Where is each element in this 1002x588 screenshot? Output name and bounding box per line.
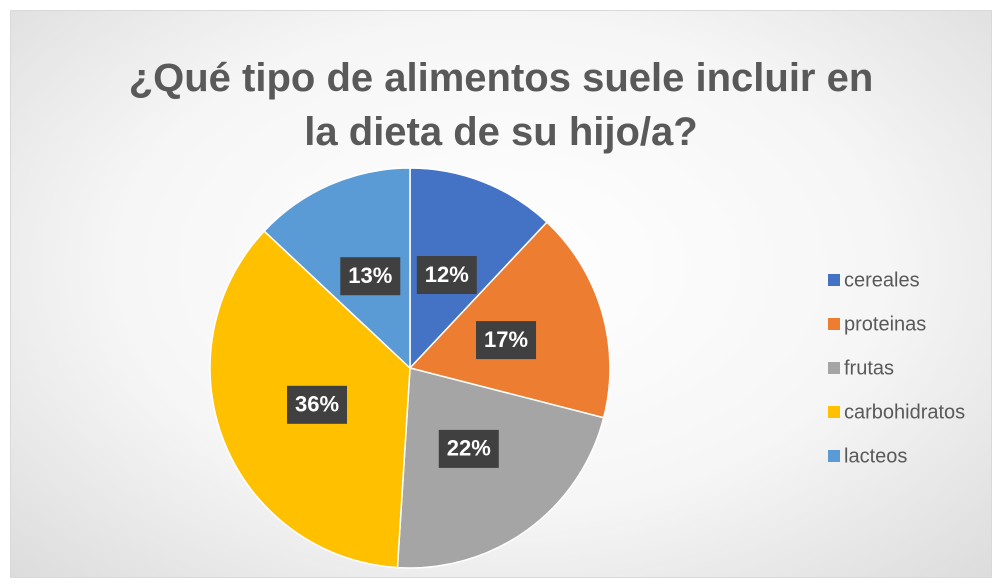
legend-swatch (828, 450, 840, 462)
pie-slice (408, 221, 611, 419)
legend-swatch (828, 406, 840, 418)
data-label-box (438, 429, 499, 468)
legend-label: lacteos (844, 445, 907, 467)
legend-label: carbohidratos (844, 401, 965, 423)
data-label: 12% (425, 262, 469, 287)
legend-swatch (828, 274, 840, 286)
legend-swatch (828, 362, 840, 374)
pie-slice (263, 167, 411, 370)
pie-slice (409, 167, 548, 370)
data-label-box (340, 257, 401, 296)
legend-label: proteinas (844, 313, 926, 335)
legend-label: cereales (844, 269, 920, 291)
pie-slice (396, 367, 605, 569)
data-label: 22% (447, 436, 491, 461)
legend-label: frutas (844, 357, 894, 379)
data-label: 13% (348, 263, 392, 288)
data-label: 17% (484, 327, 528, 352)
data-label-box (476, 321, 537, 360)
legend-swatch (828, 318, 840, 330)
data-label: 36% (295, 392, 339, 417)
data-label-box (287, 385, 348, 424)
data-label-box (416, 256, 477, 295)
chart-title: ¿Qué tipo de alimentos suele incluir en … (128, 56, 874, 154)
